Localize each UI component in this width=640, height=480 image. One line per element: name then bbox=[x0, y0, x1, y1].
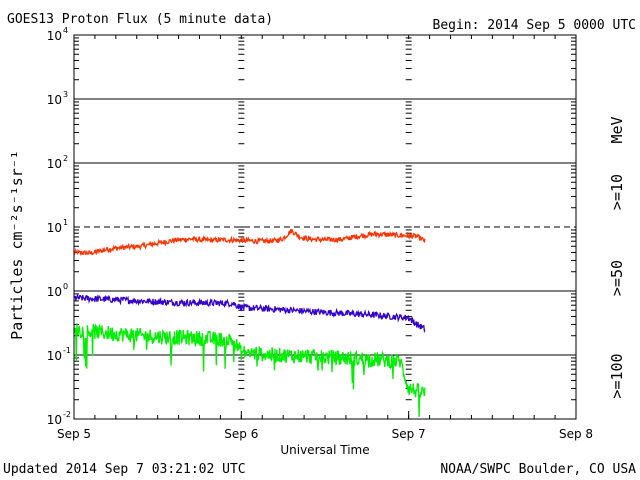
y-tick-exp: -1 bbox=[63, 346, 71, 355]
chart-title: GOES13 Proton Flux (5 minute data) bbox=[7, 12, 273, 27]
series-line-2 bbox=[73, 292, 426, 334]
legend-mev: MeV bbox=[608, 116, 626, 143]
y-tick-label: 10 3 bbox=[47, 90, 68, 107]
y-tick-label: 10 1 bbox=[47, 218, 68, 235]
series-line-3 bbox=[73, 323, 426, 418]
x-tick-label: Sep 5 bbox=[57, 427, 91, 441]
y-tick-label: 10 -2 bbox=[47, 410, 71, 427]
y-tick-label: 10 -1 bbox=[47, 346, 71, 363]
legend-ge100: >=100 bbox=[608, 353, 626, 398]
y-tick-exp: 3 bbox=[63, 90, 68, 99]
y-axis-label: Particles cm⁻²s⁻¹sr⁻¹ bbox=[8, 150, 26, 340]
grid bbox=[74, 37, 576, 401]
y-tick-base: 10 bbox=[47, 413, 62, 427]
y-tick-base: 10 bbox=[47, 157, 62, 171]
y-tick-base: 10 bbox=[47, 29, 62, 43]
x-tick-label: Sep 7 bbox=[392, 427, 426, 441]
legend-ge10: >=10 bbox=[608, 174, 626, 210]
y-tick-label: 10 4 bbox=[47, 26, 68, 43]
legend-ge50: >=50 bbox=[608, 260, 626, 296]
x-tick-label: Sep 6 bbox=[224, 427, 258, 441]
y-tick-exp: 4 bbox=[63, 26, 68, 35]
updated-time: Updated 2014 Sep 7 03:21:02 UTC bbox=[3, 462, 246, 477]
begin-time: Begin: 2014 Sep 5 0000 UTC bbox=[433, 18, 637, 33]
x-tick-label: Sep 8 bbox=[559, 427, 593, 441]
y-tick-base: 10 bbox=[47, 285, 62, 299]
series-line-1 bbox=[73, 228, 426, 257]
y-tick-exp: -2 bbox=[63, 410, 71, 419]
credit: NOAA/SWPC Boulder, CO USA bbox=[440, 462, 636, 477]
y-tick-exp: 0 bbox=[63, 282, 68, 291]
y-tick-base: 10 bbox=[47, 221, 62, 235]
y-tick-label: 10 0 bbox=[47, 282, 68, 299]
y-tick-base: 10 bbox=[47, 349, 62, 363]
y-tick-exp: 1 bbox=[63, 218, 68, 227]
series-layer bbox=[73, 228, 426, 418]
x-axis-label: Universal Time bbox=[280, 443, 369, 457]
y-tick-label: 10 2 bbox=[47, 154, 68, 171]
x-tick-labels: Sep 5 Sep 6 Sep 7 Sep 8 bbox=[57, 35, 593, 441]
y-tick-exp: 2 bbox=[63, 154, 68, 163]
y-tick-base: 10 bbox=[47, 93, 62, 107]
